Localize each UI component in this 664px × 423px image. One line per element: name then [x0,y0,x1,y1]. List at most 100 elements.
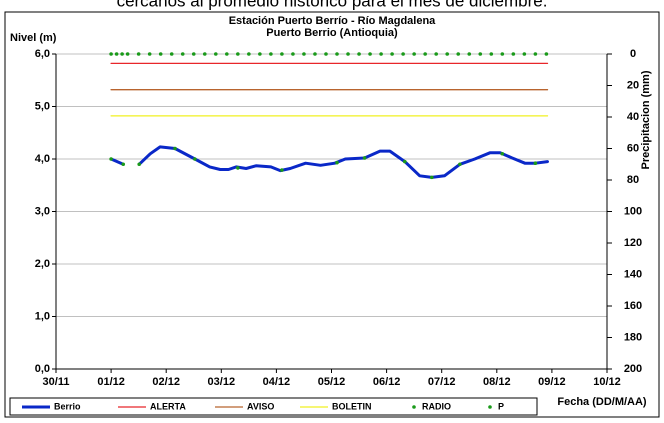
point [120,52,124,56]
point [456,52,461,56]
legend-box [9,397,538,416]
point [402,159,407,164]
legend-marker [412,405,416,409]
legend-label: AVISO [247,401,274,411]
y2-tick-label: 160 [624,300,642,312]
chart-title: Estación Puerto Berrío - Río Magdalena [229,15,436,27]
legend-label: Berrio [54,401,81,411]
point [368,52,372,56]
point [247,52,251,56]
point [357,52,361,56]
chart-frame [4,11,660,418]
x-tick-label: 03/12 [208,376,236,388]
point [121,162,126,167]
point [191,52,196,56]
point [423,52,427,56]
series-line [109,145,549,179]
legend-label: P [498,401,504,411]
legend-label: RADIO [422,401,451,411]
x-tick-label: 05/12 [318,376,346,388]
point [489,52,494,56]
x-tick-label: 06/12 [373,376,401,388]
point [109,52,113,56]
point [313,52,317,56]
y-axis-label: Nivel (m) [10,32,57,44]
y-tick-label: 4,0 [35,153,50,165]
point [213,52,218,56]
y2-tick-label: 120 [624,237,642,249]
point [544,52,549,56]
y2-tick-label: 100 [624,205,642,217]
point [280,52,284,56]
point [379,52,383,56]
x-tick-label: 07/12 [428,376,456,388]
point [225,52,229,56]
point [346,52,350,56]
point [114,52,119,56]
point [236,52,240,56]
point [511,52,516,56]
legend-label: ALERTA [150,401,186,411]
point [280,168,284,172]
y2-tick-label: 60 [627,142,639,154]
y-tick-label: 5,0 [35,100,50,112]
point [173,146,177,151]
y2-tick-label: 0 [630,48,636,60]
y2-tick-label: 140 [624,268,642,280]
x-tick-label: 04/12 [263,376,291,388]
point [533,161,538,165]
legend-label: BOLETIN [332,401,372,411]
x-axis-label: Fecha (DD/M/AA) [557,396,647,408]
y2-tick-label: 40 [627,111,639,123]
point [335,160,339,165]
x-tick-label: 08/12 [483,376,511,388]
y-tick-label: 6,0 [35,48,50,60]
point [412,52,416,56]
x-tick-label: 09/12 [538,376,566,388]
point [158,52,163,56]
point [478,52,483,56]
y2-tick-label: 180 [624,331,642,343]
y-tick-label: 1,0 [35,310,50,322]
y-tick-label: 2,0 [35,258,50,270]
y-tick-label: 3,0 [35,205,50,217]
point [429,175,434,180]
y2-axis-label: Precipitacion (mm) [640,70,652,169]
x-tick-label: 02/12 [152,376,180,388]
point [147,52,152,56]
point [434,52,438,56]
point [302,52,306,56]
y2-tick-label: 80 [627,174,639,186]
x-tick-label: 01/12 [97,376,125,388]
y-tick-label: 0,0 [35,363,50,375]
point [125,52,130,56]
point [109,157,113,161]
point [458,162,462,167]
point [202,52,207,56]
point [291,52,295,56]
point [362,156,367,160]
point [500,151,505,156]
x-tick-label: 30/11 [43,376,70,388]
point [236,166,240,170]
point [445,52,450,56]
y2-tick-label: 20 [627,79,639,91]
point [193,157,197,161]
point [258,52,262,56]
caption: cercanos al promedio histórico para el m… [117,0,548,10]
point [137,162,142,167]
point [324,52,328,56]
point [522,52,527,56]
point [401,52,405,56]
point [269,52,273,56]
point [180,52,185,56]
point [335,52,339,56]
point [533,52,538,56]
point [390,52,394,56]
x-tick-label: 10/12 [593,376,621,388]
point [136,52,141,56]
point [169,52,174,56]
legend-marker [488,405,492,409]
point [500,52,505,56]
